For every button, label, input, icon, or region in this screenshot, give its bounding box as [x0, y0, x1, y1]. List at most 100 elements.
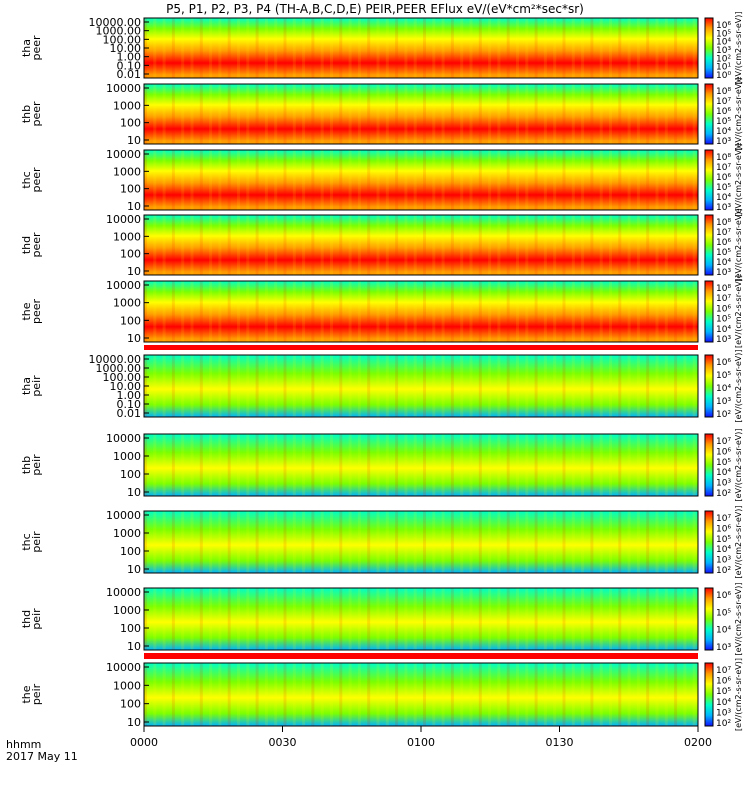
spectrogram-texture-2-5: [190, 84, 194, 144]
spectrogram-texture-7-30: [423, 434, 426, 496]
spectrogram-texture-3-20: [330, 150, 333, 210]
spectrogram-texture-5-8: [218, 281, 222, 342]
spectrogram-texture-6-31: [432, 355, 436, 417]
spectrogram-texture-4-27: [395, 215, 399, 275]
spectrogram-texture-2-39: [506, 84, 510, 144]
ytick-label-2-0: 10000: [106, 82, 141, 95]
spectrogram-texture-6-22: [348, 355, 352, 417]
ylabel-4-0: thd: [20, 236, 33, 254]
colorbar-3: [704, 149, 714, 211]
spectrogram-texture-6-50: [609, 355, 612, 417]
spectrogram-texture-2-26: [385, 84, 389, 144]
ytick-label-8-3: 10: [127, 563, 141, 576]
spectrogram-texture-3-37: [488, 150, 492, 210]
xtick-label-3: 0130: [546, 736, 574, 749]
spectrogram-texture-2-56: [664, 84, 668, 144]
spectrogram-texture-8-30: [423, 511, 426, 573]
spectrogram-texture-8-40: [516, 511, 519, 573]
spectrogram-texture-5-57: [674, 281, 678, 342]
ytick-label-10-0: 10000: [106, 661, 141, 674]
spectrogram-texture-5-30: [423, 281, 426, 342]
spectrogram-panel-9: [144, 588, 698, 650]
spectrogram-texture-4-24: [367, 215, 371, 275]
colorbar-unit-6: [eV/(cm2-s-sr-eV)]: [734, 349, 743, 422]
ytick-label-3-1: 1000: [113, 165, 141, 178]
spectrogram-texture-8-5: [190, 511, 194, 573]
colorbar-tick-8-0: 10⁷: [716, 514, 731, 524]
ytick-label-4-2: 100: [120, 248, 141, 261]
spectrogram-texture-7-45: [562, 434, 566, 496]
spectrogram-texture-4-43: [543, 215, 547, 275]
ylabel-5-0: the: [20, 302, 33, 320]
spectrogram-texture-2-29: [413, 84, 417, 144]
spectrogram-panel-7: [144, 434, 698, 496]
colorbar-tick-6-3: 10³: [716, 397, 731, 407]
spectrogram-texture-5-38: [497, 281, 501, 342]
spectrogram-texture-1-56: [664, 18, 668, 78]
spectrogram-texture-4-7: [209, 215, 213, 275]
spectrogram-texture-10-45: [562, 663, 566, 726]
colorbar-tick-7-5: 10²: [716, 489, 731, 499]
spectrogram-texture-8-27: [395, 511, 399, 573]
spectrogram-texture-8-32: [441, 511, 445, 573]
spectrogram-texture-5-5: [190, 281, 194, 342]
spectrogram-texture-1-45: [562, 18, 566, 78]
ytick-label-6-4: 1.00: [117, 389, 142, 402]
colorbar-tick-5-2: 10⁶: [716, 304, 731, 314]
spectrogram-texture-2-32: [441, 84, 445, 144]
spectrogram-texture-4-5: [190, 215, 194, 275]
spectrogram-texture-9-59: [692, 588, 696, 650]
spectrogram-texture-2-45: [562, 84, 566, 144]
spectrogram-texture-6-45: [562, 355, 566, 417]
spectrogram-texture-9-52: [627, 588, 631, 650]
spectrogram-texture-5-10: [237, 281, 240, 342]
colorbar-tick-1-4: 10²: [716, 54, 731, 64]
spectrogram-texture-1-26: [385, 18, 389, 78]
spectrogram-texture-8-58: [683, 511, 687, 573]
spectrogram-texture-1-30: [423, 18, 426, 78]
spectrogram-texture-10-27: [395, 663, 399, 726]
spectrogram-texture-6-55: [655, 355, 659, 417]
spectrogram-texture-5-33: [450, 281, 454, 342]
spectrogram-texture-8-48: [590, 511, 594, 573]
spectrogram-texture-10-14: [274, 663, 278, 726]
colorbar-tick-6-0: 10⁶: [716, 358, 731, 368]
time-axis-label: hhmm: [6, 738, 42, 751]
spectrogram-texture-5-56: [664, 281, 668, 342]
spectrogram-texture-8-9: [227, 511, 231, 573]
spectrogram-texture-10-42: [534, 663, 538, 726]
spectrogram-texture-7-51: [618, 434, 622, 496]
spectrogram-texture-7-52: [627, 434, 631, 496]
spectrogram-texture-6-58: [683, 355, 687, 417]
spectrogram-texture-5-49: [599, 281, 603, 342]
spectrogram-texture-5-18: [311, 281, 315, 342]
spectrogram-texture-2-0: [144, 84, 147, 144]
spectrogram-texture-4-54: [646, 215, 650, 275]
spectrogram-texture-8-12: [255, 511, 259, 573]
spectrogram-texture-1-38: [497, 18, 501, 78]
spectrogram-texture-1-32: [441, 18, 445, 78]
spectrogram-texture-1-55: [655, 18, 659, 78]
spectrogram-texture-7-19: [320, 434, 324, 496]
colorbar-tick-3-2: 10⁶: [716, 173, 731, 183]
colorbar-tick-7-0: 10⁷: [716, 437, 731, 447]
spectrogram-texture-1-6: [199, 18, 203, 78]
spectrogram-texture-7-3: [171, 434, 175, 496]
spectrogram-texture-4-52: [627, 215, 631, 275]
spectrogram-texture-3-8: [218, 150, 222, 210]
spectrogram-texture-5-26: [385, 281, 389, 342]
spectrogram-texture-1-20: [330, 18, 333, 78]
colorbar-tick-5-1: 10⁷: [716, 294, 731, 304]
spectrogram-texture-7-49: [599, 434, 603, 496]
spectrogram-texture-1-11: [246, 18, 250, 78]
colorbar-tick-10-4: 10³: [716, 708, 731, 718]
spectrogram-texture-8-22: [348, 511, 352, 573]
spectrogram-texture-10-47: [581, 663, 585, 726]
spectrogram-texture-3-25: [376, 150, 380, 210]
spectrogram-texture-7-1: [153, 434, 157, 496]
spectrogram-texture-3-6: [199, 150, 203, 210]
spectrogram-texture-2-20: [330, 84, 333, 144]
spectrogram-texture-8-25: [376, 511, 380, 573]
ytick-label-1-6: 0.01: [117, 68, 142, 81]
spectrogram-texture-6-19: [320, 355, 324, 417]
